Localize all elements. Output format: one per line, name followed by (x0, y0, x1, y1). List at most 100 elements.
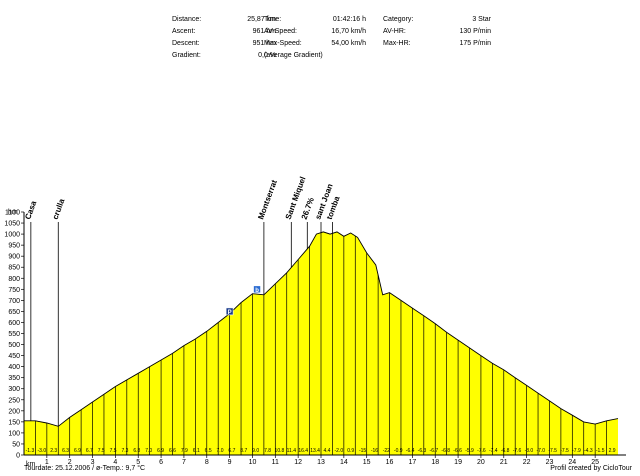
x-tick-label: 11 (272, 459, 279, 466)
stat-value: 54,00 km/h (331, 40, 366, 47)
gradient-label: 6.7 (228, 448, 235, 454)
gradient-label: -7.9 (572, 448, 581, 454)
stat-value: 0,0 % (258, 52, 276, 59)
gradient-label: 6.8 (133, 448, 140, 454)
gradient-label: 6.7 (86, 448, 93, 454)
gradient-label: -7.6 (513, 448, 522, 454)
y-tick-label: 850 (8, 265, 20, 272)
stat-label: Max-Speed: (264, 40, 302, 47)
map-marker: b (253, 285, 261, 294)
gradient-label: 7.0 (145, 448, 152, 454)
marker-box (253, 285, 261, 294)
y-tick-label: 500 (8, 342, 20, 349)
y-tick-label: 150 (8, 419, 20, 426)
gradient-label: 7.5 (110, 448, 117, 454)
gradient-label: -2.0 (335, 448, 344, 454)
x-tick-label: 6 (159, 459, 163, 466)
gradient-label: 2.3 (50, 448, 57, 454)
gradient-label: 2.9 (609, 448, 616, 454)
y-tick-label: 1100 (5, 210, 20, 217)
stat-label: (average Gradient) (264, 52, 323, 59)
x-tick-label: 23 (546, 459, 554, 466)
gradient-label: 6.9 (74, 448, 81, 454)
gradient-label: -6.8 (441, 448, 450, 454)
x-tick-label: 3 (91, 459, 95, 466)
x-tick-label: 16 (386, 459, 394, 466)
gradient-label: 8.7 (240, 448, 247, 454)
gradient-label: -7.5 (548, 448, 557, 454)
gradient-label: -6.4 (406, 448, 415, 454)
stat-label: Distance: (172, 16, 202, 23)
stat-value: 16,70 km/h (331, 28, 366, 35)
x-tick-label: 7 (182, 459, 186, 466)
gradient-label: 7.3 (122, 448, 129, 454)
waypoint-label: Montserrat (256, 178, 279, 220)
y-axis-label: hm (8, 209, 18, 216)
map-marker: P (225, 307, 234, 316)
gradient-label: 7.9 (181, 448, 188, 454)
tour-stats: Distance: 25,87 km Ascent: 961 hm Descen… (0, 0, 640, 70)
gradient-label: 6.5 (205, 448, 212, 454)
y-tick-label: 750 (8, 287, 20, 294)
y-tick-label: 1050 (4, 221, 20, 228)
gradient-label: -3.0 (38, 448, 47, 454)
gradient-label: 6.1 (193, 448, 200, 454)
y-tick-label: 0 (16, 453, 20, 460)
gradient-label: -8.0 (525, 448, 534, 454)
elevation-outline (24, 231, 619, 427)
y-tick-label: 50 (12, 441, 20, 448)
x-tick-label: 12 (294, 459, 302, 466)
x-tick-label: 13 (317, 459, 325, 466)
gradient-label: -6.3 (418, 448, 427, 454)
stat-label: AV-Speed: (264, 28, 297, 35)
x-tick-label: 2 (68, 459, 72, 466)
stat-value: 3 Star (472, 16, 491, 23)
waypoint-label: crulla (51, 197, 67, 221)
x-tick-label: 1 (45, 459, 49, 466)
gradient-label: 11.4 (287, 448, 297, 454)
y-tick-label: 350 (8, 375, 20, 382)
x-tick-label: 9 (228, 459, 232, 466)
x-tick-label: 14 (340, 459, 348, 466)
gradient-label: 4.4 (323, 448, 330, 454)
gradient-label: 6.3 (62, 448, 69, 454)
gradient-label: 6.9 (157, 448, 164, 454)
y-tick-label: 300 (8, 386, 20, 393)
y-tick-label: 200 (8, 408, 20, 415)
stat-value: 961 hm (252, 28, 276, 35)
stat-label: AV-HR: (383, 28, 406, 35)
gradient-label: 13.4 (310, 448, 320, 454)
gradient-label: -7.0 (536, 448, 545, 454)
stat-value: 25,87 km (247, 16, 276, 23)
x-tick-label: 10 (249, 459, 257, 466)
gradient-label: -5.9 (465, 448, 474, 454)
stat-value: 951 hm (252, 40, 276, 47)
gradient-label: -7.5 (560, 448, 569, 454)
gradient-label: 16.4 (298, 448, 308, 454)
x-tick-label: 21 (500, 459, 508, 466)
y-tick-label: 800 (8, 276, 20, 283)
stat-label: Time: (264, 16, 282, 23)
gradient-label: 7.0 (217, 448, 224, 454)
profile-credit: Profil created by CiclоTour (550, 465, 632, 472)
gradient-label: -1.3 (26, 448, 35, 454)
tour-date: Tourdate: 25.12.2006 / ø-Temp.: 9,7 °C (24, 465, 146, 472)
y-tick-label: 650 (8, 309, 20, 316)
stat-value: 175 P/min (459, 40, 491, 47)
y-tick-label: 400 (8, 364, 20, 371)
x-tick-label: 24 (568, 459, 576, 466)
gradient-label: 7.8 (264, 448, 271, 454)
y-tick-label: 600 (8, 320, 20, 327)
stat-label: Ascent: (172, 28, 196, 35)
y-tick-label: 250 (8, 397, 20, 404)
x-tick-label: 5 (136, 459, 140, 466)
stat-label: Category: (383, 16, 414, 23)
x-tick-label: 20 (477, 459, 485, 466)
x-tick-label: 25 (591, 459, 599, 466)
marker-label: b (255, 288, 259, 294)
marker-box (225, 307, 234, 316)
y-tick-label: 100 (8, 430, 20, 437)
x-tick-label: 4 (113, 459, 117, 466)
x-tick-label: 18 (431, 459, 439, 466)
